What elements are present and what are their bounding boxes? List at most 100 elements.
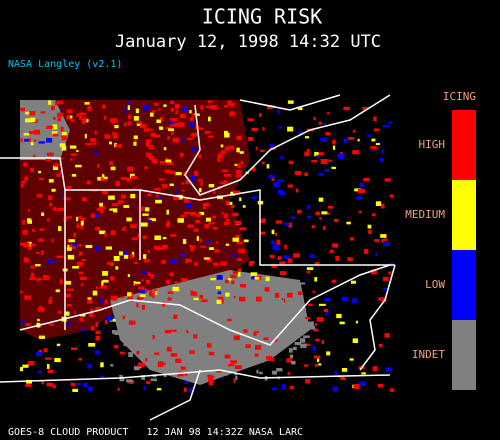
cloud-pixel: [159, 126, 164, 130]
cloud-pixel: [219, 337, 225, 342]
cloud-pixel: [110, 276, 115, 281]
cloud-pixel: [272, 245, 280, 250]
cloud-pixel: [181, 137, 184, 143]
cloud-pixel: [320, 159, 328, 164]
cloud-pixel: [366, 134, 372, 137]
cloud-pixel: [374, 239, 380, 243]
cloud-pixel: [388, 271, 392, 275]
cloud-pixel: [155, 194, 158, 198]
cloud-pixel: [236, 241, 243, 245]
cloud-pixel: [187, 224, 194, 228]
cloud-pixel: [134, 137, 137, 142]
cloud-pixel: [223, 180, 228, 185]
cloud-pixel: [231, 204, 235, 208]
cloud-pixel: [315, 338, 320, 342]
cloud-pixel: [208, 381, 214, 386]
cloud-pixel: [340, 152, 343, 156]
cloud-pixel: [238, 271, 241, 277]
cloud-pixel: [188, 388, 195, 393]
cloud-pixel: [178, 311, 182, 316]
cloud-pixel: [185, 258, 192, 263]
cloud-pixel: [332, 139, 336, 145]
cloud-pixel: [187, 309, 190, 313]
cloud-pixel: [165, 340, 173, 344]
cloud-pixel: [325, 132, 331, 136]
cloud-pixel: [236, 135, 242, 141]
cloud-pixel: [190, 176, 196, 182]
cloud-pixel: [251, 128, 259, 132]
cloud-pixel: [59, 112, 64, 116]
cloud-pixel: [100, 208, 104, 214]
cloud-pixel: [20, 367, 24, 372]
cloud-pixel: [79, 276, 87, 281]
cloud-pixel: [180, 152, 184, 158]
cloud-pixel: [81, 217, 86, 221]
cloud-pixel: [170, 329, 177, 333]
cloud-pixel: [55, 289, 60, 293]
cloud-pixel: [158, 178, 165, 181]
cloud-pixel: [384, 178, 391, 182]
cloud-pixel: [389, 281, 393, 284]
cloud-pixel: [368, 230, 372, 235]
cloud-pixel: [130, 193, 136, 199]
cloud-pixel: [67, 244, 70, 248]
state-lines: [0, 157, 395, 330]
cloud-pixel: [90, 138, 96, 143]
cloud-pixel: [100, 362, 104, 368]
cloud-pixel: [110, 230, 116, 236]
cloud-pixel: [66, 247, 72, 251]
river: [19, 264, 391, 346]
cloud-pixel: [283, 255, 290, 260]
cloud-pixel: [122, 251, 128, 257]
cloud-pixel: [46, 218, 50, 222]
cloud-pixel: [248, 309, 256, 312]
cloud-pixel: [385, 367, 392, 372]
cloud-pixel: [81, 328, 86, 332]
cloud-pixel: [319, 217, 322, 220]
cloud-pixel: [117, 300, 123, 304]
cloud-pixel: [221, 212, 225, 215]
cloud-pixel: [195, 347, 200, 351]
cloud-pixel: [27, 209, 30, 212]
cloud-pixel: [99, 376, 105, 380]
cloud-pixel: [87, 297, 92, 301]
cloud-pixel: [139, 294, 146, 298]
cloud-pixel: [76, 216, 79, 222]
cloud-pixel: [358, 381, 366, 386]
cloud-pixel: [170, 259, 177, 264]
cloud-pixel: [30, 272, 35, 278]
cloud-pixel: [25, 118, 32, 123]
cloud-pixel: [153, 134, 161, 138]
cloud-pixel: [314, 323, 318, 326]
cloud-pixel: [371, 138, 376, 142]
cloud-pixel: [371, 213, 376, 217]
cloud-pixel: [288, 222, 292, 228]
cloud-pixel: [162, 244, 168, 250]
cloud-pixel: [39, 228, 45, 231]
cloud-pixel: [48, 179, 54, 183]
cloud-pixel: [88, 343, 96, 347]
cloud-pixel: [168, 322, 174, 325]
cloud-pixel: [61, 193, 64, 196]
cloud-pixel: [205, 240, 211, 243]
cloud-pixel: [41, 250, 44, 256]
cloud-pixel: [154, 291, 158, 295]
cloud-pixel: [305, 379, 311, 384]
cloud-pixel: [277, 256, 282, 261]
cloud-pixel: [158, 361, 163, 365]
cloud-pixel: [87, 386, 93, 391]
cloud-pixel: [76, 150, 79, 153]
cloud-pixel: [125, 177, 131, 182]
cloud-pixel: [199, 295, 204, 299]
cloud-pixel: [341, 296, 349, 302]
cloud-pixel: [95, 307, 101, 312]
cloud-pixel: [112, 329, 116, 334]
cloud-pixel: [315, 211, 321, 216]
cloud-pixel: [159, 349, 165, 354]
cloud-pixel: [269, 254, 275, 259]
cloud-pixel: [213, 262, 219, 266]
cloud-pixel: [206, 105, 212, 109]
cloud-pixel: [51, 105, 55, 111]
cloud-pixel: [166, 162, 174, 165]
